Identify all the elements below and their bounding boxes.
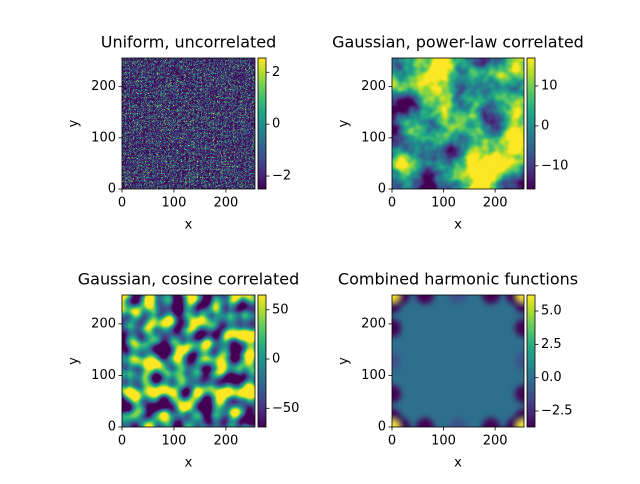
colorbar-tick-label: 2.5 [541,337,562,352]
x-tick-label: 100 [431,196,456,211]
x-tick-label: 200 [483,196,508,211]
heatmap-image [122,295,255,427]
y-tick-label: 200 [91,79,116,94]
colorbar-tick-label: 50 [272,302,289,317]
colorbar-tick-label: 2 [272,65,280,80]
title: Gaussian, power-law correlated [332,33,584,52]
colorbar-tick-label: 0 [272,352,280,367]
y-tick-label: 100 [91,130,116,145]
colorbar-tick-label: 0.0 [541,370,562,385]
y-axis-label: y [67,119,82,127]
x-tick-label: 0 [118,434,126,449]
x-axis-label: x [185,218,193,233]
heatmap-image [122,58,255,189]
colorbar [257,57,267,190]
y-tick-label: 0 [108,182,116,197]
colorbar-tick-label: −2 [272,169,291,184]
title: Uniform, uncorrelated [101,33,277,52]
colorbar [526,57,536,190]
y-tick-label: 200 [361,79,386,94]
heatmap-image [392,295,524,427]
x-tick-label: 200 [483,434,508,449]
x-tick-label: 0 [118,196,126,211]
colorbar-tick-label: −10 [541,158,568,173]
colorbar-tick-label: −50 [272,401,299,416]
axes-frame [391,57,525,190]
x-tick-label: 100 [162,196,187,211]
x-axis-label: x [454,456,462,471]
y-tick-label: 0 [108,420,116,435]
y-tick-label: 100 [361,130,386,145]
heatmap-image [392,58,524,189]
y-tick-label: 0 [378,182,386,197]
y-tick-label: 0 [378,420,386,435]
y-axis-label: y [337,119,352,127]
title: Combined harmonic functions [338,270,578,289]
colorbar-tick-label: 0 [272,117,280,132]
y-tick-label: 100 [91,368,116,383]
x-axis-label: x [454,218,462,233]
y-tick-label: 200 [361,316,386,331]
title: Gaussian, cosine correlated [78,270,300,289]
x-tick-label: 0 [388,196,396,211]
colorbar-tick-label: 5.0 [541,304,562,319]
x-tick-label: 100 [162,434,187,449]
x-tick-label: 0 [388,434,396,449]
y-tick-label: 200 [91,316,116,331]
y-axis-label: y [337,357,352,365]
axes-frame [121,294,256,428]
y-tick-label: 100 [361,368,386,383]
colorbar-tick-label: −2.5 [541,404,573,419]
x-axis-label: x [185,456,193,471]
colorbar [526,294,536,428]
colorbar-tick-label: 10 [541,78,558,93]
x-tick-label: 100 [431,434,456,449]
x-tick-label: 200 [213,434,238,449]
colorbar-tick-label: 0 [541,118,549,133]
x-tick-label: 200 [213,196,238,211]
axes-frame [391,294,525,428]
y-axis-label: y [67,357,82,365]
axes-frame [121,57,256,190]
colorbar [257,294,267,428]
